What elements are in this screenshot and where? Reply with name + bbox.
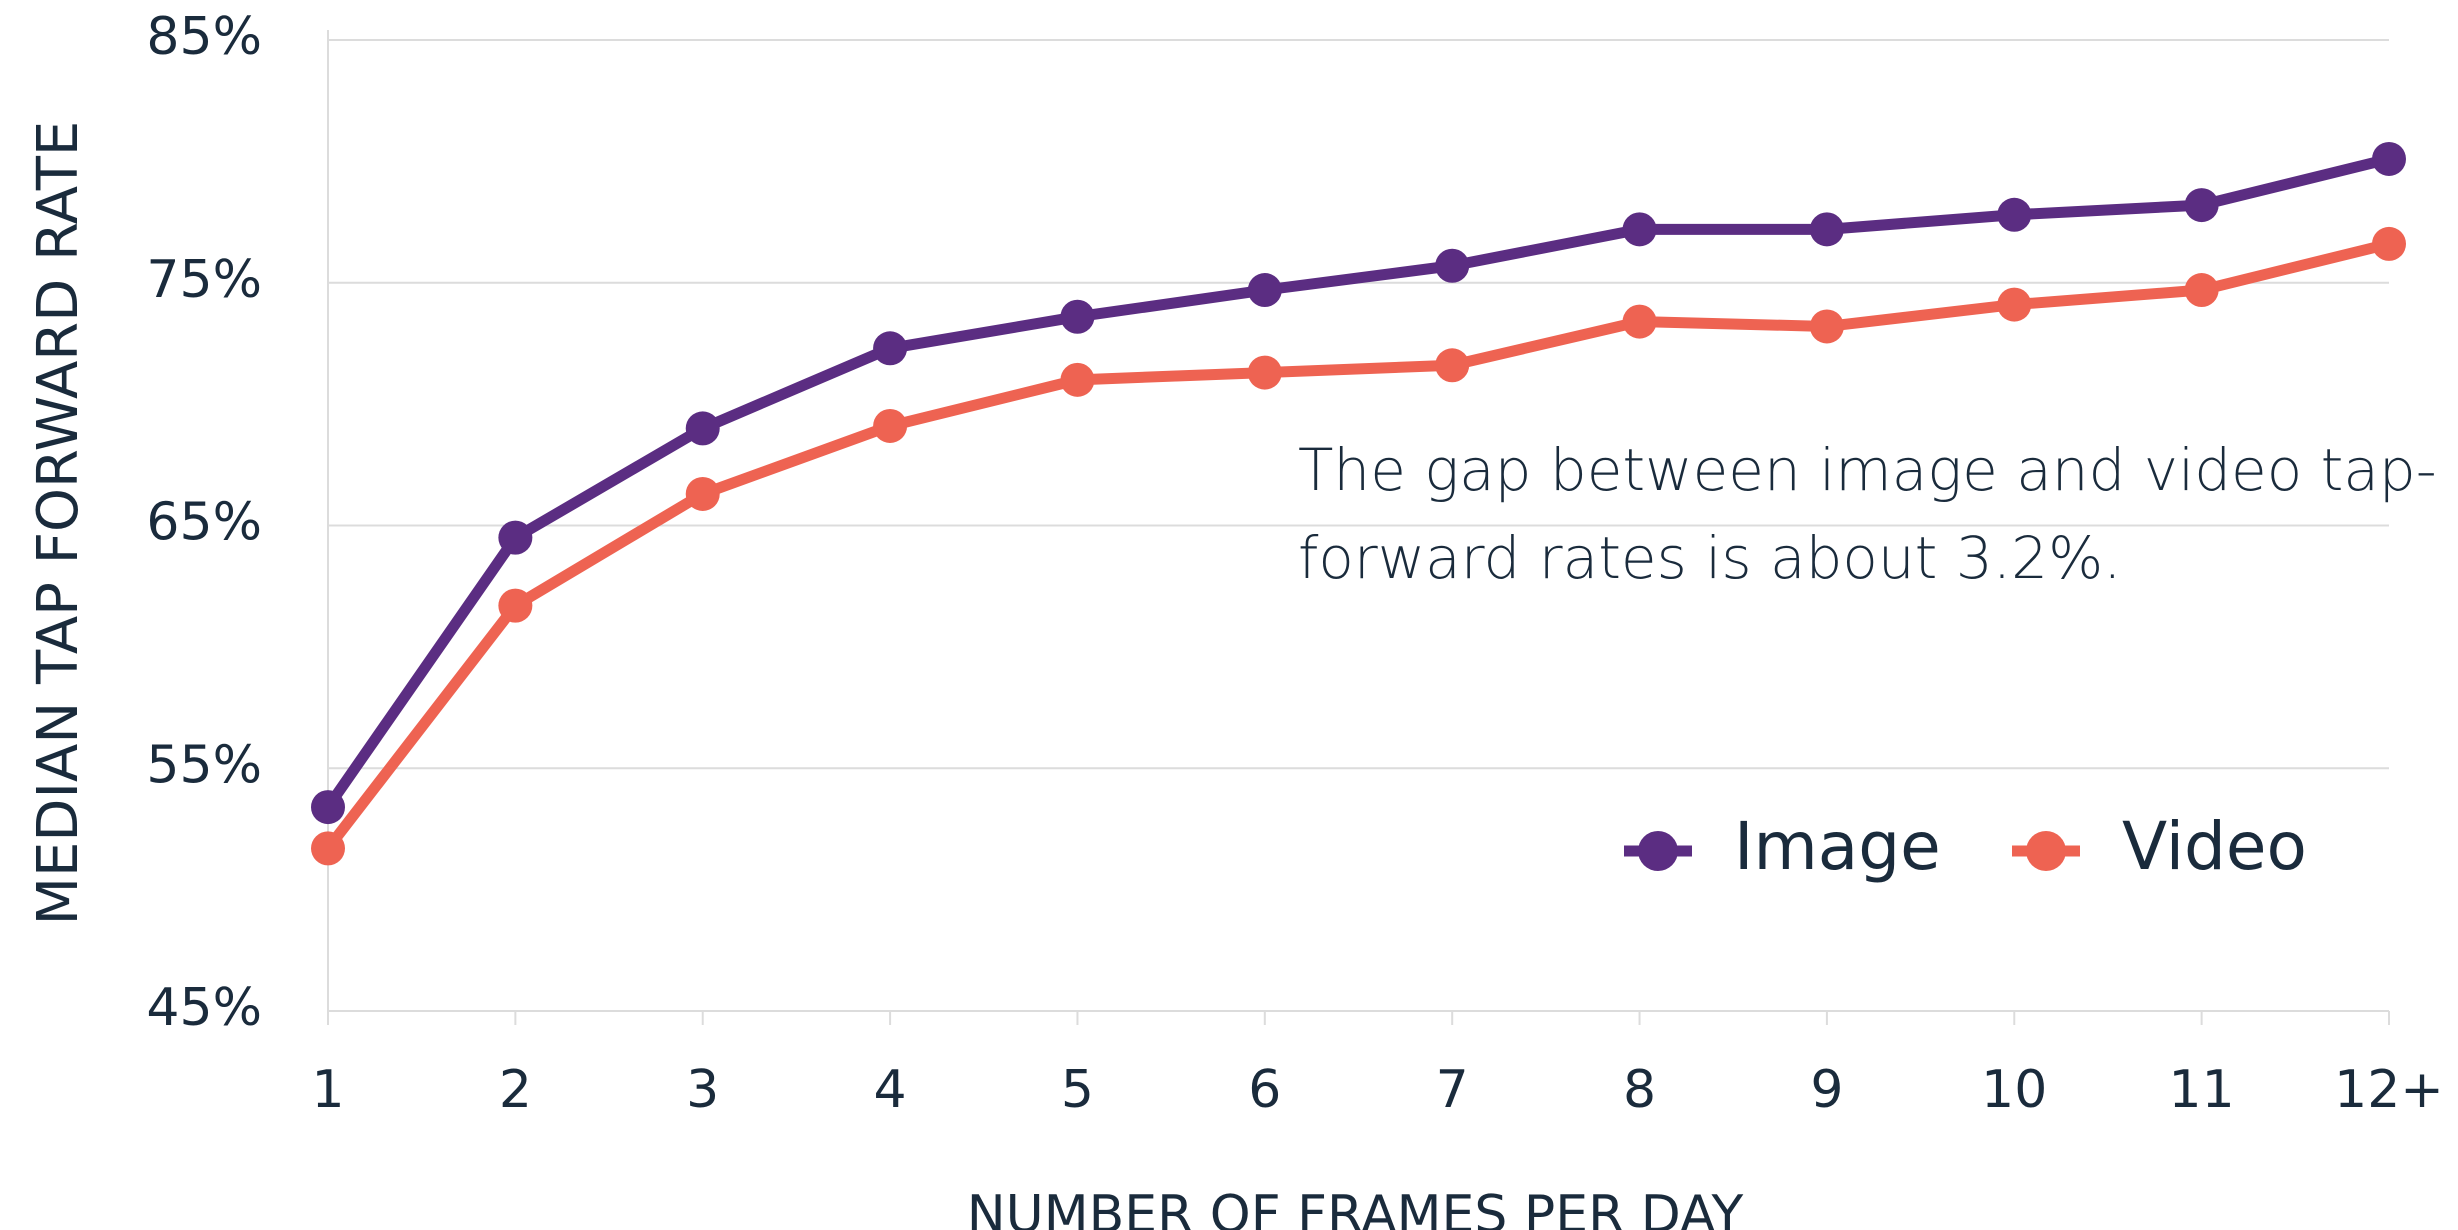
y-tick-label: 55% — [146, 735, 262, 795]
legend-marker — [2026, 831, 2066, 871]
data-point — [1060, 299, 1095, 334]
y-tick-label: 75% — [146, 250, 262, 310]
data-point — [311, 831, 345, 866]
x-tick-label: 3 — [686, 1060, 719, 1120]
data-point — [2372, 226, 2406, 261]
data-point — [1997, 287, 2032, 322]
annotation: forward rates is about 3.2%. — [1298, 524, 2122, 592]
x-tick-label: 5 — [1061, 1060, 1094, 1120]
x-tick-label: 9 — [1810, 1060, 1843, 1120]
data-point — [2184, 188, 2219, 223]
x-tick-label: 8 — [1623, 1060, 1656, 1120]
x-tick-label: 11 — [2169, 1060, 2235, 1120]
series-line — [323, 238, 2391, 852]
y-tick-label: 45% — [146, 978, 262, 1038]
x-tick-label: 6 — [1248, 1060, 1281, 1120]
legend-label: Video — [2122, 808, 2307, 885]
x-axis-title: NUMBER OF FRAMES PER DAY — [967, 1185, 1744, 1230]
data-point — [1435, 348, 1470, 383]
data-point — [1435, 248, 1470, 283]
x-tick-label: 2 — [499, 1060, 532, 1120]
data-point — [873, 331, 908, 366]
x-tick-label: 1 — [311, 1060, 344, 1120]
data-point — [311, 790, 345, 825]
data-point — [1060, 362, 1095, 397]
data-point — [685, 411, 720, 446]
data-point — [1247, 355, 1282, 390]
x-tick-label: 12+ — [2334, 1060, 2444, 1120]
data-point — [2372, 141, 2406, 176]
data-point — [498, 520, 533, 555]
data-point — [1247, 273, 1282, 308]
y-axis-title: MEDIAN TAP FORWARD RATE — [26, 121, 91, 926]
data-point — [685, 476, 720, 511]
annotation: The gap between image and video tap- — [1298, 436, 2437, 504]
data-point — [498, 588, 533, 623]
data-point — [2184, 273, 2219, 308]
data-point — [1622, 304, 1657, 339]
data-point — [1809, 212, 1844, 247]
legend-label: Image — [1734, 808, 1941, 885]
data-point — [1809, 309, 1844, 344]
data-point — [1622, 212, 1657, 247]
data-point — [1997, 197, 2032, 232]
x-tick-label: 7 — [1436, 1060, 1469, 1120]
x-tick-label: 10 — [1981, 1060, 2047, 1120]
y-tick-label: 85% — [146, 7, 262, 67]
data-point — [873, 408, 908, 443]
x-tick-label: 4 — [874, 1060, 907, 1120]
legend-marker — [1638, 831, 1678, 871]
series-line — [323, 153, 2391, 811]
y-tick-label: 65% — [146, 493, 262, 553]
